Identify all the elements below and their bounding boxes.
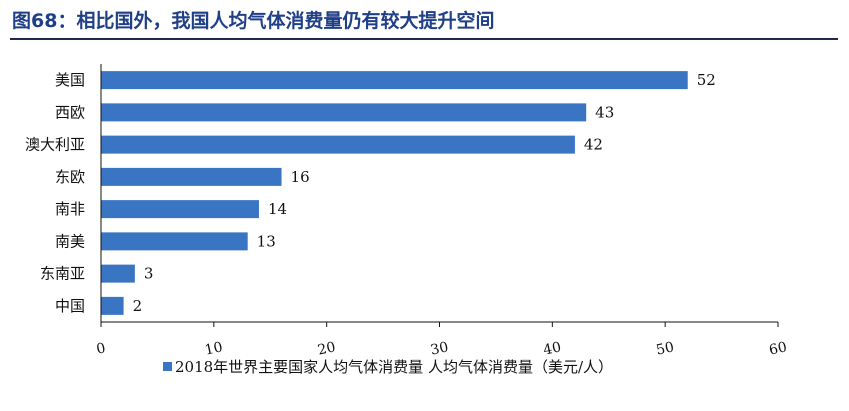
bar-0 xyxy=(101,71,688,90)
bar-6 xyxy=(101,264,135,283)
category-label-4: 南非 xyxy=(55,200,85,218)
title-divider xyxy=(10,38,838,40)
bar-5 xyxy=(101,232,248,251)
x-tick-label-0: 0 xyxy=(95,340,107,358)
x-tick-label-6: 60 xyxy=(768,339,789,358)
category-label-0: 美国 xyxy=(55,71,85,89)
x-tick-label-5: 50 xyxy=(655,339,676,358)
value-label-5: 13 xyxy=(257,232,276,250)
x-tick-label-2: 20 xyxy=(316,339,337,358)
bar-7 xyxy=(101,296,124,315)
value-label-1: 43 xyxy=(595,103,614,121)
value-label-3: 16 xyxy=(291,168,310,186)
bar-4 xyxy=(101,200,259,219)
bars-group xyxy=(101,71,688,315)
x-tick-label-4: 40 xyxy=(542,339,563,358)
category-label-7: 中国 xyxy=(55,297,85,315)
bar-3 xyxy=(101,167,282,186)
value-label-7: 2 xyxy=(133,297,143,315)
category-label-5: 南美 xyxy=(55,232,85,250)
value-label-6: 3 xyxy=(144,265,154,283)
category-label-2: 澳大利亚 xyxy=(25,136,85,154)
legend-label: 2018年世界主要国家人均气体消费量 人均气体消费量（美元/人） xyxy=(175,358,613,376)
bar-2 xyxy=(101,135,575,154)
category-label-1: 西欧 xyxy=(55,103,85,121)
value-label-4: 14 xyxy=(268,200,287,218)
x-tick-label-1: 10 xyxy=(203,339,224,358)
category-label-3: 东欧 xyxy=(55,168,85,186)
category-label-6: 东南亚 xyxy=(40,265,85,283)
legend-swatch xyxy=(163,362,172,371)
value-label-2: 42 xyxy=(584,136,603,154)
legend: 2018年世界主要国家人均气体消费量 人均气体消费量（美元/人） xyxy=(163,358,613,376)
x-tick-label-3: 30 xyxy=(429,339,450,358)
x-axis-ticks: 0 10 20 30 40 50 60 xyxy=(95,322,788,359)
bar-1 xyxy=(101,103,587,122)
figure-title: 图68：相比国外，我国人均气体消费量仍有较大提升空间 xyxy=(12,10,495,32)
value-label-0: 52 xyxy=(697,71,716,89)
